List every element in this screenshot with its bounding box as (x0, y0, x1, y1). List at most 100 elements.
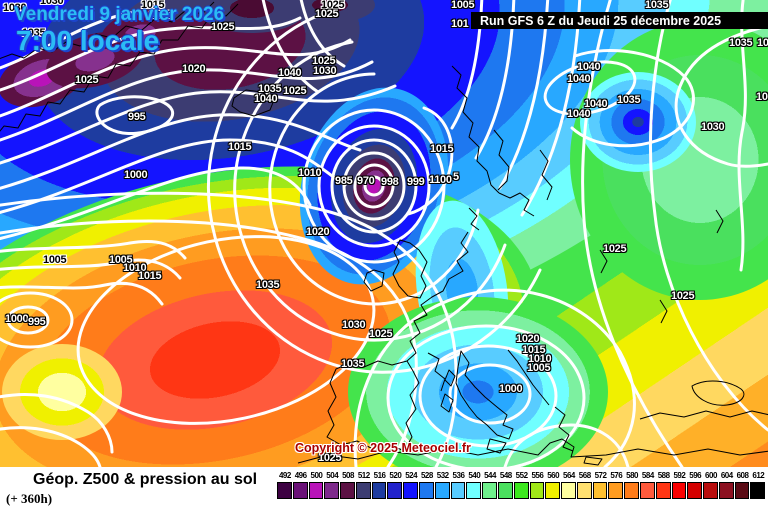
pressure-label: 995 (28, 316, 46, 328)
pressure-label: 1015 (228, 141, 252, 153)
pressure-label: 1035 (256, 279, 280, 291)
colorbar-cell: 608 (734, 470, 751, 499)
pressure-label: 1035 (258, 83, 282, 95)
colorbar-value: 608 (736, 471, 749, 480)
colorbar-cell: 532 (434, 470, 451, 499)
pressure-label: 1000 (499, 383, 523, 395)
colorbar-value: 540 (468, 471, 481, 480)
pressure-label: 1040 (567, 108, 591, 120)
geopotential-colorbar: 492 496 500 504 508 512 516 520 524 528 532 536 540 5… (277, 470, 766, 499)
copyright-text: Copyright © 2025 Meteociel.fr (295, 441, 471, 455)
pressure-label: 1010 (528, 353, 552, 365)
pressure-label: 1015 (430, 143, 454, 155)
colorbar-value: 528 (420, 471, 433, 480)
pressure-label: 1040 (567, 73, 591, 85)
colorbar-cell: 580 (624, 470, 640, 499)
colorbar-value: 592 (673, 471, 686, 480)
pressure-label: 1020 (516, 333, 540, 345)
colorbar-value: 596 (689, 471, 702, 480)
colorbar-swatch (703, 482, 718, 499)
colorbar-cell: 540 (466, 470, 482, 499)
colorbar-cell: 492 (277, 470, 293, 499)
pressure-label: 1010 (123, 262, 147, 274)
pressure-label: 1025 (312, 55, 336, 67)
pressure-label: 1025 (321, 0, 345, 11)
colorbar-swatch (624, 482, 639, 499)
pressure-label: 1025 (315, 8, 339, 20)
colorbar-cell: 544 (482, 470, 498, 499)
colorbar-swatch (687, 482, 703, 499)
pressure-label: 1035 (617, 94, 641, 106)
colorbar-swatch (340, 482, 355, 499)
colorbar-swatch (450, 482, 466, 499)
coastlines (0, 1, 768, 466)
colorbar-cell: 564 (561, 470, 577, 499)
colorbar-swatch (513, 482, 529, 499)
isobar-contours (0, 0, 768, 467)
colorbar-value: 556 (531, 471, 544, 480)
colorbar-cell: 496 (292, 470, 309, 499)
pressure-label: 985 (335, 175, 353, 187)
pressure-label: 5 (453, 171, 459, 183)
colorbar-value: 532 (436, 471, 449, 480)
colorbar-cell: 560 (545, 470, 561, 499)
pressure-label: 1030 (342, 319, 366, 331)
pressure-label: 1020 (306, 226, 330, 238)
colorbar-value: 516 (373, 471, 386, 480)
colorbar-cell: 512 (355, 470, 372, 499)
pressure-label: 1035 (729, 37, 753, 49)
colorbar-value: 492 (278, 471, 291, 480)
colorbar-swatch (655, 482, 671, 499)
colorbar-value: 500 (310, 471, 323, 480)
colorbar-value: 560 (547, 471, 560, 480)
colorbar-swatch (608, 482, 624, 499)
pressure-label: 1025 (283, 85, 307, 97)
pressure-label: 1015 (138, 270, 162, 282)
pressure-label: 995 (128, 111, 146, 123)
colorbar-swatch (466, 482, 482, 499)
colorbar-cell: 576 (608, 470, 624, 499)
colorbar-cell: 556 (529, 470, 546, 499)
model-run-banner: Run GFS 6 Z du Jeudi 25 décembre 2025 (471, 12, 768, 29)
pressure-label: 1040 (278, 67, 302, 79)
colorbar-swatch (308, 482, 324, 499)
colorbar-cell: 600 (703, 470, 719, 499)
pressure-label: 970 (357, 175, 375, 187)
colorbar-swatch (434, 482, 450, 499)
colorbar-value: 580 (626, 471, 638, 480)
colorbar-swatch (387, 482, 403, 499)
colorbar-swatch (750, 482, 766, 499)
colorbar-value: 612 (752, 471, 765, 480)
forecast-date: Vendredi 9 janvier 2026 (14, 4, 225, 25)
pressure-label: 1025 (671, 290, 695, 302)
colorbar-swatch (718, 482, 734, 499)
colorbar-value: 508 (342, 471, 354, 480)
forecast-time: 7:00 locale (16, 25, 160, 56)
colorbar-value: 604 (720, 471, 733, 480)
pressure-label: 998 (381, 176, 399, 188)
forecast-hour-label: (+ 360h) (6, 491, 53, 506)
colorbar-cell: 548 (497, 470, 514, 499)
pressure-label: 1005 (109, 254, 133, 266)
pressure-label: 1040 (577, 61, 601, 73)
colorbar-swatch (529, 482, 545, 499)
pressure-label: 1040 (584, 98, 608, 110)
pressure-label: 1030 (701, 121, 725, 133)
colorbar-swatch (671, 482, 687, 499)
colorbar-value: 496 (294, 471, 307, 480)
pressure-label: 1015 (141, 0, 165, 11)
colorbar-cell: 536 (450, 470, 467, 499)
pressure-labels-layer: 1030 1030 1035 1015 1020 1025 1005 1025 1025 1020… (3, 0, 768, 464)
colorbar-swatch (734, 482, 750, 499)
colorbar-cell: 596 (687, 470, 703, 499)
pressure-label: 1025 (75, 74, 99, 86)
pressure-label: 1020 (182, 63, 206, 75)
colorbar-swatch (292, 482, 308, 499)
legend-footer: Géop. Z500 & pression au sol (+ 360h) 49… (0, 467, 768, 512)
pressure-label: 1030 (313, 65, 337, 77)
colorbar-value: 600 (705, 471, 717, 480)
colorbar-swatch (576, 482, 592, 499)
colorbar-value: 524 (405, 471, 418, 480)
colorbar-value: 536 (452, 471, 465, 480)
colorbar-value: 572 (594, 471, 607, 480)
